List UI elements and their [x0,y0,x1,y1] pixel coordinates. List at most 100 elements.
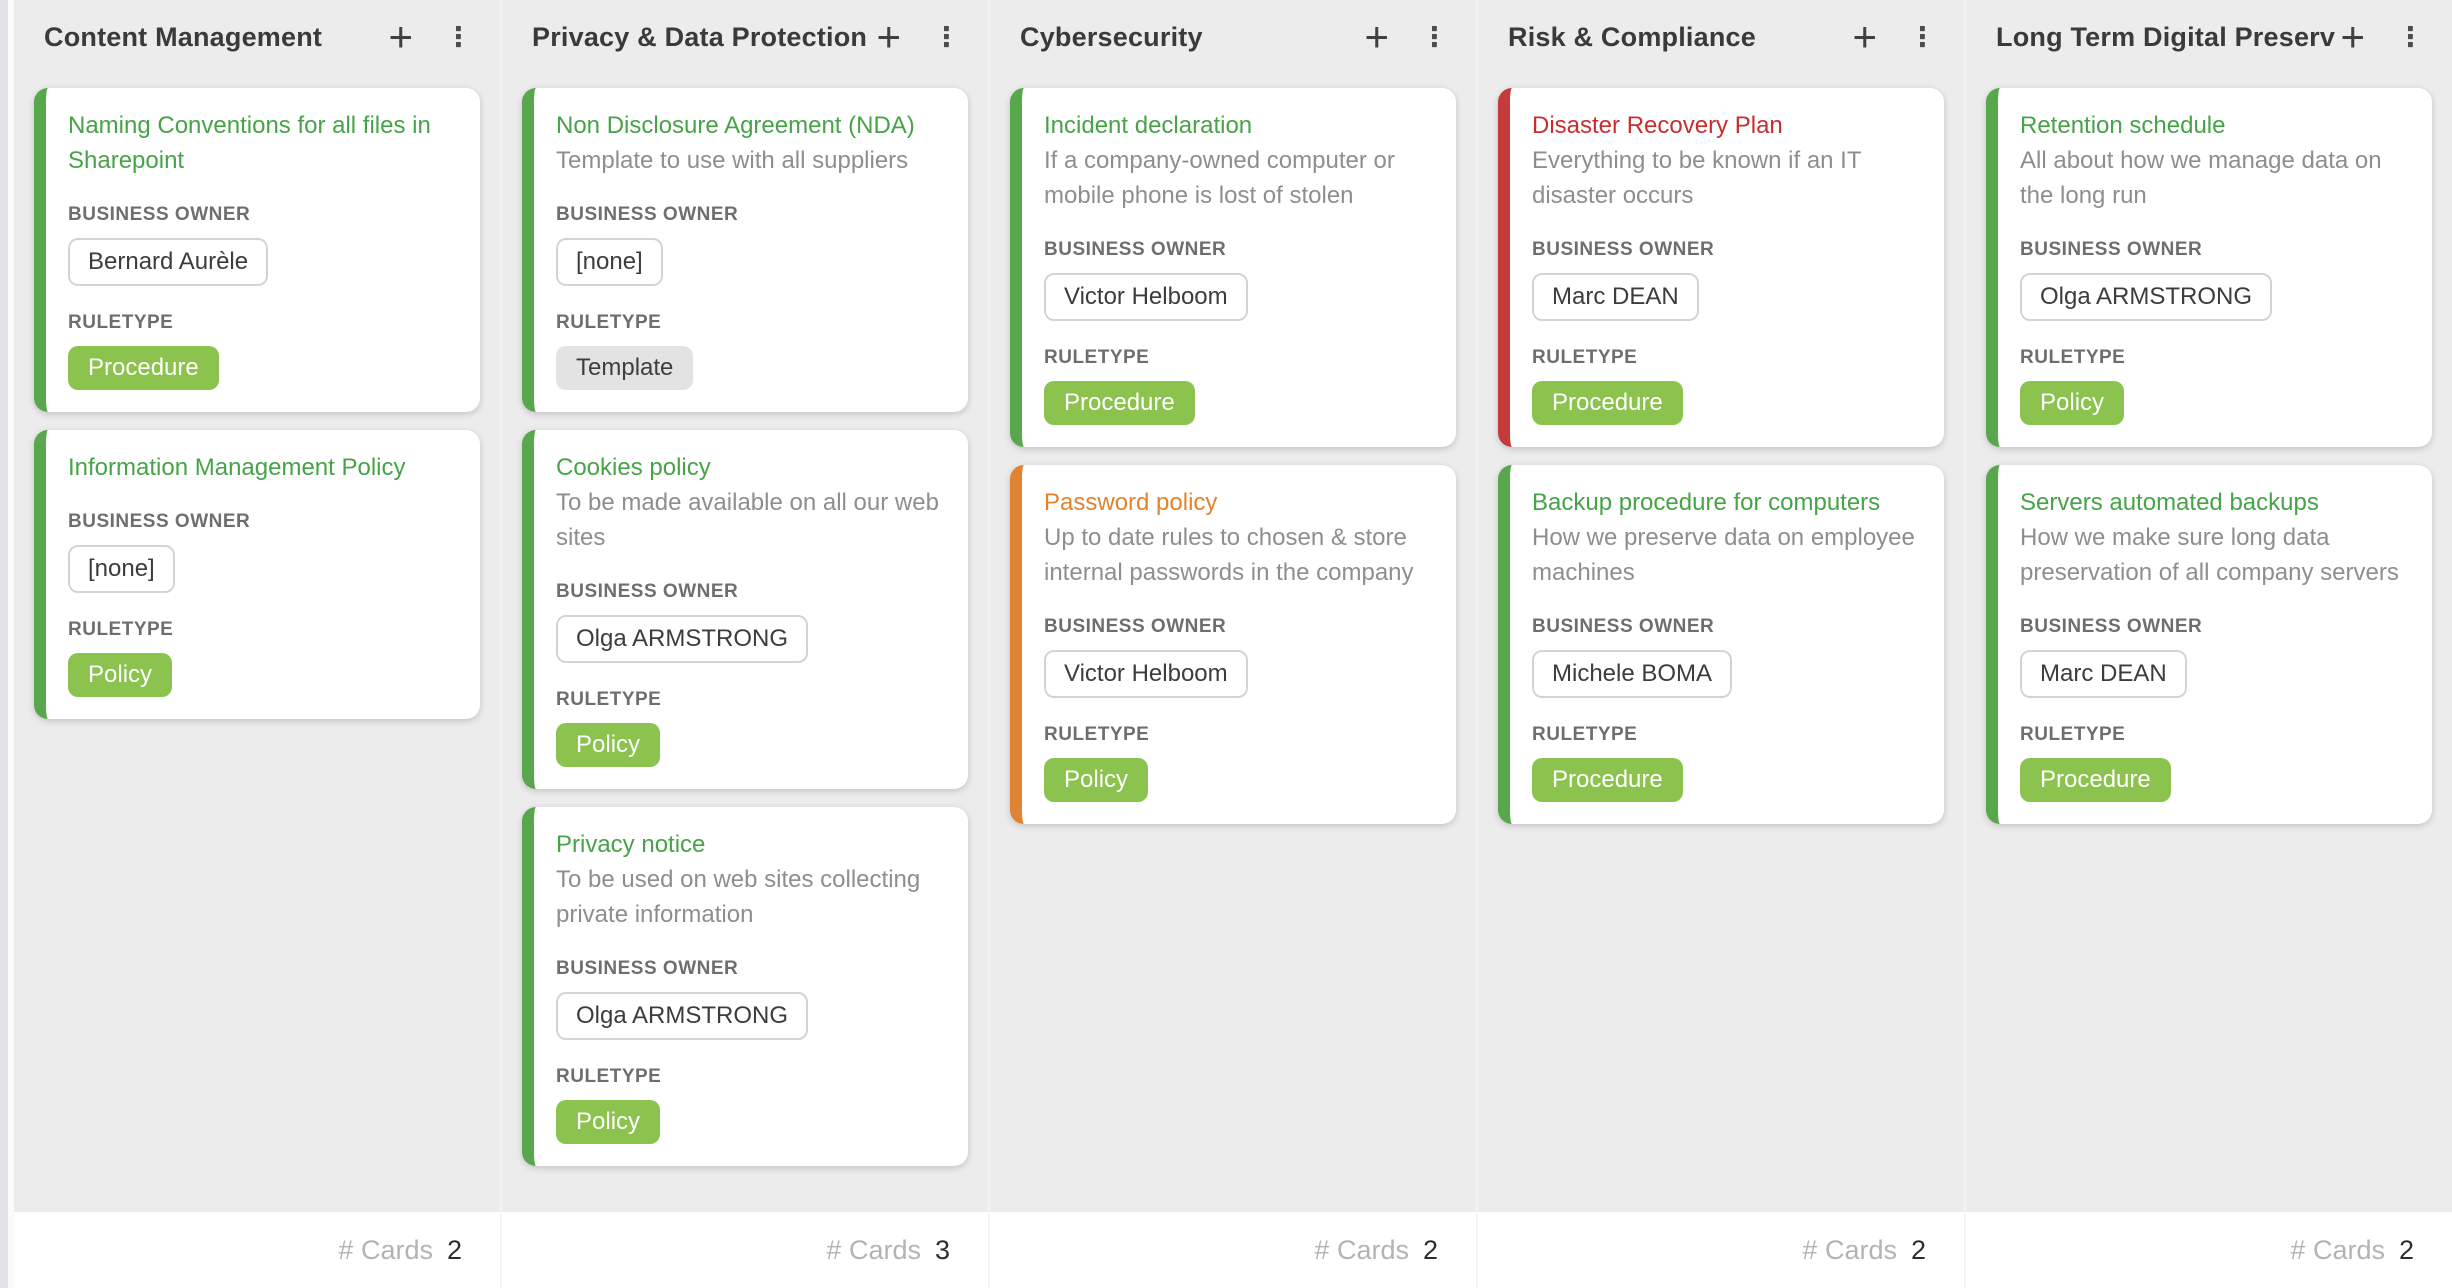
ruletype-label: RULETYPE [2020,724,2126,745]
kanban-card[interactable]: Backup procedure for computers How we pr… [1498,465,1944,824]
card-title: Incident declaration [1044,112,1253,139]
column-header: Long Term Digital Preserv + ⋮ [1966,0,2452,74]
card-description: How we make sure long data preservation … [2020,524,2399,586]
card-title: Information Management Policy [68,454,406,481]
ruletype-badge: Policy [1044,758,1149,802]
ruletype-label: RULETYPE [1044,724,1150,745]
kanban-card[interactable]: Information Management Policy BUSINESS O… [34,430,480,719]
business-owner-chip: Olga ARMSTRONG [556,615,809,663]
column-menu-icon[interactable]: ⋮ [445,21,472,52]
column-menu-icon[interactable]: ⋮ [1421,21,1448,52]
ruletype-badge: Policy [68,653,173,697]
add-card-icon[interactable]: + [1852,13,1877,60]
ruletype-label: RULETYPE [2020,347,2126,368]
kanban-card[interactable]: Servers automated backups How we make su… [1986,465,2432,824]
cards-count-value: 2 [1910,1234,1926,1265]
column-title: Risk & Compliance [1508,21,1756,52]
ruletype-label: RULETYPE [556,312,662,333]
business-owner-chip: Victor Helboom [1044,273,1248,321]
add-card-icon[interactable]: + [1364,13,1389,60]
card-title: Cookies policy [556,454,711,481]
business-owner-chip: Michele BOMA [1532,650,1733,698]
ruletype-badge: Policy [2020,381,2125,425]
column-footer: # Cards 3 [502,1212,988,1288]
ruletype-label: RULETYPE [1044,347,1150,368]
card-description: To be used on web sites collecting priva… [556,866,921,928]
column-footer: # Cards 2 [1478,1212,1964,1288]
card-title: Non Disclosure Agreement (NDA) [556,112,915,139]
ruletype-badge: Procedure [1532,381,1683,425]
scrollbar-track[interactable] [0,0,8,1288]
kanban-column: Privacy & Data Protection + ⋮ Non Disclo… [502,0,988,1288]
cards-count-value: 2 [1422,1234,1438,1265]
card-title: Backup procedure for computers [1532,489,1881,516]
kanban-column: Long Term Digital Preserv + ⋮ Retention … [1966,0,2452,1288]
business-owner-chip: [none] [68,545,175,593]
business-owner-label: BUSINESS OWNER [2020,616,2203,637]
kanban-card[interactable]: Incident declaration If a company-owned … [1010,88,1456,447]
kanban-board: Content Management + ⋮ Naming Convention… [14,0,2452,1288]
card-list: Non Disclosure Agreement (NDA) Template … [502,74,988,1212]
column-title: Content Management [44,21,323,52]
card-title: Disaster Recovery Plan [1532,112,1783,139]
kanban-card[interactable]: Password policy Up to date rules to chos… [1010,465,1456,824]
cards-count-label: # Cards [826,1234,921,1265]
column-menu-icon[interactable]: ⋮ [2397,21,2424,52]
card-description: Up to date rules to chosen & store inter… [1044,524,1414,586]
column-footer: # Cards 2 [1966,1212,2452,1288]
kanban-column: Cybersecurity + ⋮ Incident declaration I… [990,0,1476,1288]
kanban-card[interactable]: Cookies policy To be made available on a… [522,430,968,789]
business-owner-chip: Victor Helboom [1044,650,1248,698]
business-owner-chip: Bernard Aurèle [68,238,269,286]
business-owner-label: BUSINESS OWNER [556,581,739,602]
business-owner-label: BUSINESS OWNER [1044,616,1227,637]
cards-count-value: 2 [446,1234,462,1265]
add-card-icon[interactable]: + [876,13,901,60]
column-header: Content Management + ⋮ [14,0,500,74]
business-owner-label: BUSINESS OWNER [556,958,739,979]
ruletype-label: RULETYPE [68,312,174,333]
card-title: Servers automated backups [2020,489,2319,516]
kanban-card[interactable]: Retention schedule All about how we mana… [1986,88,2432,447]
card-title: Retention schedule [2020,112,2226,139]
kanban-card[interactable]: Naming Conventions for all files in Shar… [34,88,480,412]
cards-count-label: # Cards [338,1234,433,1265]
ruletype-badge: Procedure [1044,381,1195,425]
business-owner-chip: Marc DEAN [2020,650,2187,698]
column-header: Privacy & Data Protection + ⋮ [502,0,988,74]
cards-count-label: # Cards [1314,1234,1409,1265]
ruletype-badge: Procedure [1532,758,1683,802]
business-owner-label: BUSINESS OWNER [1044,239,1227,260]
card-list: Incident declaration If a company-owned … [990,74,1476,1212]
ruletype-label: RULETYPE [1532,347,1638,368]
ruletype-label: RULETYPE [556,689,662,710]
ruletype-label: RULETYPE [68,619,174,640]
business-owner-chip: Marc DEAN [1532,273,1699,321]
kanban-card[interactable]: Non Disclosure Agreement (NDA) Template … [522,88,968,412]
column-footer: # Cards 2 [990,1212,1476,1288]
column-title: Long Term Digital Preserv [1996,21,2336,52]
kanban-column: Content Management + ⋮ Naming Convention… [14,0,500,1288]
business-owner-chip: [none] [556,238,663,286]
ruletype-badge: Procedure [2020,758,2171,802]
card-list: Naming Conventions for all files in Shar… [14,74,500,1212]
column-menu-icon[interactable]: ⋮ [1909,21,1936,52]
card-description: All about how we manage data on the long… [2020,147,2382,209]
column-header: Risk & Compliance + ⋮ [1478,0,1964,74]
business-owner-label: BUSINESS OWNER [1532,616,1715,637]
cards-count-value: 3 [934,1234,950,1265]
card-title: Privacy notice [556,831,706,858]
cards-count-label: # Cards [1802,1234,1897,1265]
add-card-icon[interactable]: + [388,13,413,60]
kanban-card[interactable]: Disaster Recovery Plan Everything to be … [1498,88,1944,447]
column-footer: # Cards 2 [14,1212,500,1288]
kanban-column: Risk & Compliance + ⋮ Disaster Recovery … [1478,0,1964,1288]
column-menu-icon[interactable]: ⋮ [933,21,960,52]
add-card-icon[interactable]: + [2340,13,2365,60]
card-description: Everything to be known if an IT disaster… [1532,147,1862,209]
ruletype-badge: Procedure [68,346,219,390]
card-description: To be made available on all our web site… [556,489,939,551]
business-owner-label: BUSINESS OWNER [2020,239,2203,260]
kanban-card[interactable]: Privacy notice To be used on web sites c… [522,807,968,1166]
ruletype-badge: Template [556,346,694,390]
